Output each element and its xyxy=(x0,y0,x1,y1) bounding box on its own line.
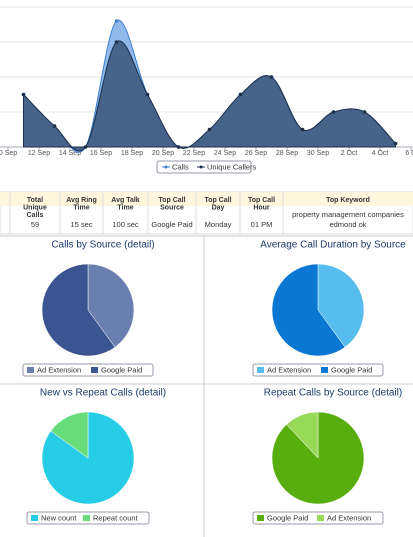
data-point xyxy=(393,141,398,146)
data-point xyxy=(83,145,88,149)
x-tick-label: 0 Sep xyxy=(0,150,17,157)
table-header: Top Keyword xyxy=(326,197,370,204)
data-point xyxy=(145,92,150,97)
pie-slice xyxy=(271,263,346,357)
legend-label: Ad Extension xyxy=(37,365,81,374)
table-cell: 59 xyxy=(31,220,39,229)
text-line: Source xyxy=(160,204,184,211)
text-line: Top Call xyxy=(204,197,231,204)
x-tick-label: 12 Sep xyxy=(28,150,50,157)
data-point xyxy=(114,19,119,23)
table-cell: 15 sec xyxy=(70,220,92,229)
legend-swatch xyxy=(83,515,90,521)
legend-label: Unique Callers xyxy=(207,162,256,171)
x-tick-label: 22 Sep xyxy=(183,150,205,157)
legend: Google Paid Ad Extension xyxy=(252,511,384,525)
table-cell: property management companies edmond ok xyxy=(292,210,404,229)
data-point xyxy=(21,92,26,97)
legend-dot xyxy=(164,165,168,169)
table-header: Avg Ring Time xyxy=(66,197,96,212)
table-cell: 01 PM xyxy=(251,220,273,229)
data-point xyxy=(52,124,57,128)
x-tick-label: 28 Sep xyxy=(276,150,298,157)
data-point xyxy=(114,40,119,44)
pie-slice xyxy=(87,263,135,348)
legend-label: Ad Extension xyxy=(267,365,311,374)
data-point xyxy=(176,145,181,149)
text-line: Total xyxy=(27,197,43,204)
text-line: Unique xyxy=(23,204,47,211)
legend-label: Google Paid xyxy=(101,365,142,374)
data-point xyxy=(300,127,305,132)
table-cell: Monday xyxy=(205,220,232,229)
pie-title: Average Call Duration by Source xyxy=(260,240,406,251)
text-line: Avg Talk xyxy=(111,197,140,204)
pie-title: New vs Repeat Calls (detail) xyxy=(40,388,166,399)
x-tick-label: 4 Oct xyxy=(372,150,389,157)
legend-label: Calls xyxy=(172,162,189,171)
x-tick-label: 6 O xyxy=(405,150,413,157)
x-tick-label: 20 Sep xyxy=(152,150,174,157)
text-line: Day xyxy=(212,204,225,211)
x-tick-label: 2 Oct xyxy=(341,150,358,157)
pie-slice xyxy=(41,263,116,357)
legend-box xyxy=(252,363,384,377)
pie-slice xyxy=(286,411,319,459)
data-point xyxy=(269,75,274,79)
table-header: Total Unique Calls xyxy=(23,197,47,219)
legend-swatch xyxy=(91,367,98,373)
legend: Ad Extension Google Paid xyxy=(22,363,154,377)
legend: New count Repeat count xyxy=(26,511,150,525)
text-line: Time xyxy=(73,204,89,211)
legend-label: Google Paid xyxy=(331,365,372,374)
legend-label: Google Paid xyxy=(267,513,308,522)
legend-swatch xyxy=(31,515,38,521)
legend-swatch xyxy=(321,367,328,373)
data-point xyxy=(362,110,367,114)
table-header: Avg Talk Time xyxy=(111,197,140,212)
text-line: Calls xyxy=(27,212,44,219)
legend-swatch xyxy=(317,515,324,521)
area-series xyxy=(23,40,396,152)
text-line: edmond ok xyxy=(329,220,366,229)
x-tick-label: 30 Sep xyxy=(307,150,329,157)
data-point xyxy=(207,127,212,132)
text-line: Top Call xyxy=(248,197,275,204)
x-tick-label: 24 Sep xyxy=(214,150,236,157)
text-line: property management companies xyxy=(292,210,404,219)
legend-label: Repeat count xyxy=(93,513,139,522)
pie-title: Repeat Calls by Source (detail) xyxy=(264,388,402,399)
table-header: Top Call Source xyxy=(158,197,185,212)
table-header: Top Call Hour xyxy=(248,197,275,212)
legend-swatch xyxy=(27,367,34,373)
legend-label: Ad Extension xyxy=(327,513,371,522)
text-line: Avg Ring xyxy=(66,197,96,204)
text-line: Time xyxy=(117,204,133,211)
table-header: Top Call Day xyxy=(204,197,231,212)
pie-slice xyxy=(317,263,365,348)
table-cell: 100 sec xyxy=(112,220,139,229)
legend: Ad Extension Google Paid xyxy=(252,363,384,377)
x-tick-label: 26 Sep xyxy=(245,150,267,157)
x-tick-label: 16 Sep xyxy=(90,150,112,157)
pie-title: Calls by Source (detail) xyxy=(51,240,154,251)
legend-swatch xyxy=(257,515,264,521)
text-line: Top Call xyxy=(158,197,185,204)
legend-dot xyxy=(199,165,203,169)
data-point xyxy=(331,110,336,114)
legend-label: New count xyxy=(41,513,77,522)
legend-swatch xyxy=(257,367,264,373)
x-tick-label: 18 Sep xyxy=(121,150,143,157)
text-line: Hour xyxy=(253,204,270,211)
x-tick-label: 14 Sep xyxy=(59,150,81,157)
pie-slice xyxy=(50,411,89,459)
table-cell: Google Paid xyxy=(151,220,192,229)
legend-box xyxy=(22,363,154,377)
data-point xyxy=(238,92,243,97)
